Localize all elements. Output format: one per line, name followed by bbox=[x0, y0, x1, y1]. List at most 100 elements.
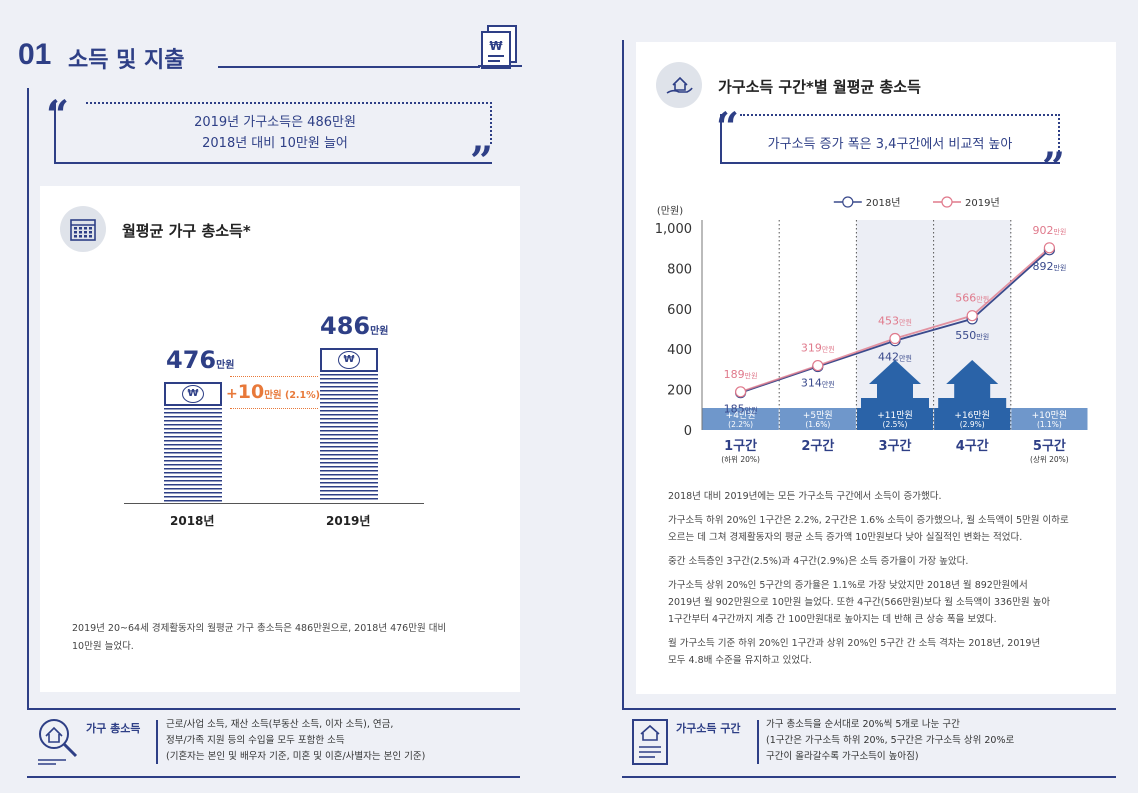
segment-line-chart: (만원) 0 200 400 600 800 1,000 +4만원(2.2%) +5만원(1.6… bbox=[655, 196, 1088, 464]
data-label-2019: 453만원 bbox=[878, 314, 912, 327]
magnifier-house-icon bbox=[38, 719, 78, 765]
diff-line-top bbox=[230, 376, 318, 377]
body-p4-line2: 2019년 월 902만원으로 10만원 늘었다. 또한 4구간(566만원)보… bbox=[668, 597, 1051, 608]
def-text-right: 가구 총소득을 순서대로 20%씩 5개로 나눈 구간 (1구간은 가구소득 하… bbox=[766, 717, 1014, 765]
increase-label: +5만원 bbox=[803, 410, 833, 421]
quote-dotted-frame bbox=[86, 102, 492, 144]
footer-rule-bottom bbox=[27, 776, 520, 778]
body-p3: 중간 소득층인 3구간(2.5%)과 4구간(2.9%)은 소득 증가율이 가장… bbox=[668, 556, 969, 567]
label-2018: 2018년 bbox=[170, 514, 215, 528]
increase-label: +4만원 bbox=[726, 410, 756, 421]
quote-dotted-frame-right bbox=[740, 114, 1060, 156]
value-2019: 486만원 bbox=[320, 312, 389, 340]
diff-line-bottom bbox=[230, 408, 318, 409]
def-text-left: 근로/사업 소득, 재산 소득(부동산 소득, 이자 소득), 연금, 정부/가… bbox=[166, 717, 425, 765]
increase-pct: (2.9%) bbox=[960, 420, 985, 429]
increase-pct: (1.1%) bbox=[1037, 420, 1062, 429]
body-p2-line2: 오르는 데 그쳐 경제활동자의 평균 소득 증가액 10만원보다 낮아 실질적인… bbox=[668, 532, 1023, 543]
increase-label: +10만원 bbox=[1032, 410, 1068, 421]
label-2019: 2019년 bbox=[326, 514, 371, 528]
data-label-2019: 902만원 bbox=[1032, 224, 1066, 237]
left-page-rule bbox=[27, 88, 29, 708]
section-rule bbox=[218, 66, 480, 68]
baseline bbox=[124, 503, 424, 504]
section-title: 소득 및 지출 bbox=[68, 48, 185, 73]
data-point bbox=[889, 332, 901, 345]
close-quote-icon: ” bbox=[470, 138, 494, 185]
bill-2018: ₩ bbox=[164, 382, 222, 406]
increase-band bbox=[856, 408, 934, 430]
increase-arrow bbox=[938, 360, 1007, 408]
data-label-2018: 892만원 bbox=[1032, 260, 1066, 273]
data-label-2018: 185만원 bbox=[724, 403, 758, 416]
section-number: 01 bbox=[18, 38, 52, 71]
data-label-2019: 319만원 bbox=[801, 342, 835, 355]
increase-arrow bbox=[861, 360, 929, 408]
bar-2018 bbox=[164, 408, 222, 502]
note-line-2: 10만원 늘었다. bbox=[72, 641, 134, 652]
legend-label: 2019년 bbox=[965, 197, 1000, 209]
body-p1: 2018년 대비 2019년에는 모든 가구소득 구간에서 소득이 증가했다. bbox=[668, 491, 942, 502]
y-tick-label: 400 bbox=[667, 343, 692, 358]
category-label: 4구간 bbox=[956, 438, 989, 454]
diff-label: +10만원 (2.1%) bbox=[226, 381, 321, 403]
quote-frame-right bbox=[720, 114, 1060, 164]
def-line-2: (1구간은 가구소득 하위 20%, 5구간은 가구소득 상위 20%로 bbox=[766, 735, 1015, 746]
income-card bbox=[40, 186, 520, 692]
right-quote-text: 가구소득 증가 폭은 3,4구간에서 비교적 높아 bbox=[767, 137, 1013, 152]
data-point bbox=[1043, 242, 1055, 254]
increase-pct: (1.6%) bbox=[805, 420, 830, 429]
legend-label: 2018년 bbox=[866, 197, 901, 209]
bar-2019 bbox=[320, 374, 378, 502]
def-divider bbox=[156, 720, 158, 764]
card-title: 월평균 가구 총소득* bbox=[122, 222, 251, 240]
category-sublabel: (하위 20%) bbox=[721, 454, 760, 464]
footer-rule-top bbox=[27, 708, 520, 710]
category-sublabel: (상위 20%) bbox=[1030, 454, 1069, 464]
y-tick-label: 1,000 bbox=[655, 222, 692, 237]
increase-pct: (2.2%) bbox=[728, 420, 753, 429]
bill-2019: ₩ bbox=[320, 348, 378, 372]
quote-line-2: 2018년 대비 10만원 늘어 bbox=[202, 136, 348, 151]
quote-line-1: 2019년 가구소득은 486만원 bbox=[194, 115, 356, 130]
data-label-2018: 442만원 bbox=[878, 351, 912, 364]
svg-text:₩: ₩ bbox=[489, 39, 503, 53]
footer-rule-top-right bbox=[622, 708, 1116, 710]
increase-band bbox=[702, 408, 779, 430]
data-point bbox=[812, 359, 824, 372]
category-label: 5구간 bbox=[1033, 438, 1066, 454]
data-label-2018: 550만원 bbox=[955, 329, 989, 342]
def-line-1: 가구 총소득을 순서대로 20%씩 5개로 나눈 구간 bbox=[766, 719, 960, 730]
data-label-2019: 189만원 bbox=[724, 368, 758, 381]
def-line-2: 정부/가족 지원 등의 수입을 모두 포함한 소득 bbox=[166, 735, 345, 746]
segment-card-title: 가구소득 구간*별 월평균 총소득 bbox=[718, 78, 921, 96]
category-label: 2구간 bbox=[801, 438, 834, 454]
right-body-text: 2018년 대비 2019년에는 모든 가구소득 구간에서 소득이 증가했다. … bbox=[668, 488, 1098, 669]
note-line-1: 2019년 20~64세 경제활동자의 월평균 가구 총소득은 486만원으로,… bbox=[72, 623, 447, 634]
left-note: 2019년 20~64세 경제활동자의 월평균 가구 총소득은 486만원으로,… bbox=[72, 620, 502, 656]
body-p5-line1: 월 가구소득 기준 하위 20%인 1구간과 상위 20%인 5구간 간 소득 … bbox=[668, 638, 1041, 649]
data-label-2019: 566만원 bbox=[955, 292, 989, 305]
won-icon: ₩ bbox=[182, 385, 204, 403]
calendar-icon bbox=[60, 206, 106, 252]
won-icon: ₩ bbox=[338, 351, 360, 369]
y-tick-label: 600 bbox=[667, 303, 692, 318]
y-tick-label: 800 bbox=[667, 262, 692, 277]
body-p4-line1: 가구소득 상위 20%인 5구간의 증가율은 1.1%로 가장 낮았지만 201… bbox=[668, 580, 1028, 591]
def-line-3: 구간이 올라갈수록 가구소득이 높아짐) bbox=[766, 751, 919, 762]
data-point bbox=[966, 310, 978, 322]
increase-band bbox=[1011, 408, 1088, 430]
house-hand-icon bbox=[656, 62, 702, 108]
data-point bbox=[734, 386, 747, 398]
legend-marker bbox=[941, 196, 953, 208]
category-label: 1구간 bbox=[724, 438, 757, 454]
increase-band bbox=[779, 408, 856, 430]
footer-rule-bottom-right bbox=[622, 776, 1116, 778]
def-line-3: (기혼자는 본인 및 배우자 기준, 미혼 및 이혼/사별자는 본인 기준) bbox=[166, 751, 426, 762]
y-axis-label: (만원) bbox=[657, 205, 683, 217]
quote-frame bbox=[54, 102, 492, 164]
value-2018: 476만원 bbox=[166, 346, 235, 374]
body-p4-line3: 1구간부터 4구간까지 계층 간 100만원대로 높아지는 데 반해 큰 상승 … bbox=[668, 614, 997, 625]
legend-marker bbox=[842, 196, 854, 208]
increase-label: +16만원 bbox=[954, 410, 990, 421]
